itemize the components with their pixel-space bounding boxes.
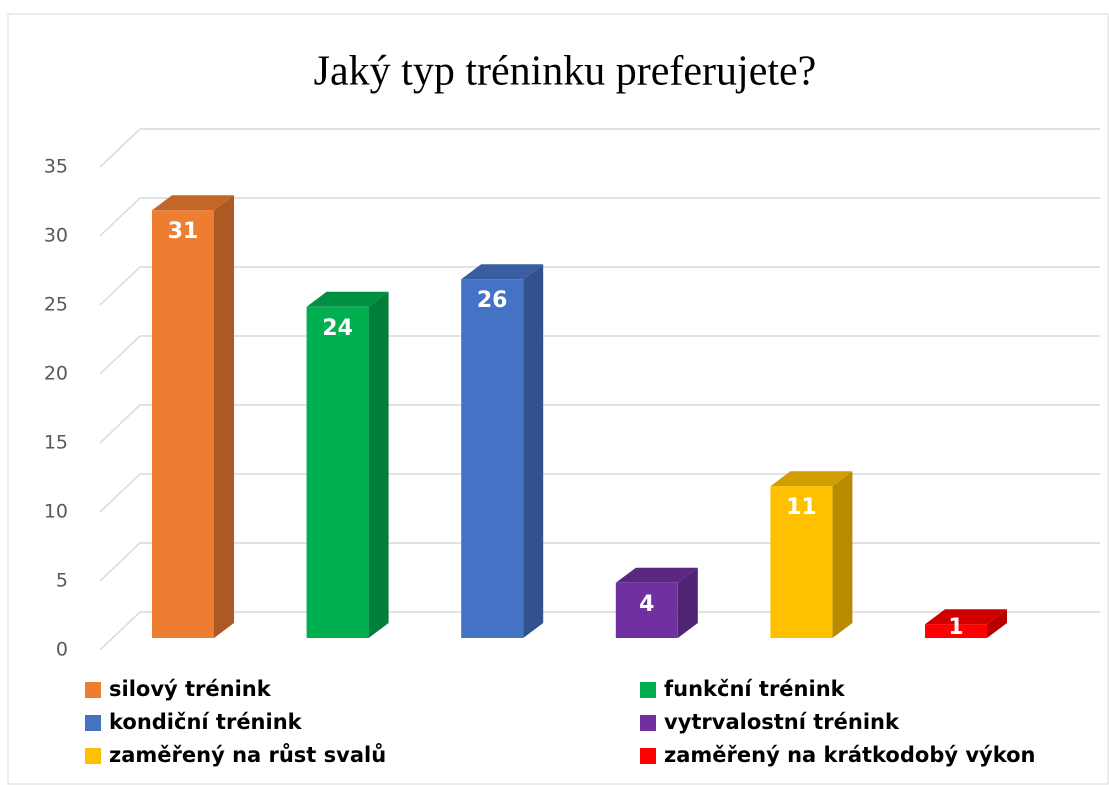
legend-label: zaměřený na krátkodobý výkon [664, 743, 1036, 767]
y-tick-label: 20 [44, 363, 68, 385]
bar-side [987, 609, 1007, 638]
y-tick-label: 30 [44, 225, 68, 247]
legend-label: vytrvalostní trénink [664, 710, 900, 734]
grid-line [99, 128, 1100, 168]
bar-top [925, 609, 1007, 625]
grid-line [99, 197, 1100, 237]
bar-side [677, 567, 698, 638]
bar-side [832, 471, 853, 638]
bar-top [770, 471, 853, 487]
grid-line [99, 473, 1100, 513]
legend-swatch [640, 748, 656, 764]
bar-side [368, 291, 389, 638]
bar-top [152, 195, 234, 211]
data-label: 1 [948, 615, 963, 640]
legend-label: silový trénink [109, 677, 272, 701]
bar [770, 486, 833, 638]
bar [925, 624, 987, 638]
legend-swatch [85, 748, 101, 764]
legend-label: kondiční trénink [109, 710, 303, 734]
bar-top [461, 264, 544, 280]
y-tick-label: 0 [56, 639, 68, 661]
legend-label: zaměřený na růst svalů [109, 743, 386, 767]
y-tick-label: 25 [44, 294, 68, 316]
y-tick-label: 35 [44, 156, 68, 178]
bar [461, 279, 524, 638]
y-tick-label: 5 [56, 570, 68, 592]
grid-line [99, 404, 1100, 444]
data-label: 4 [639, 592, 654, 617]
bar [152, 210, 214, 638]
data-label: 26 [477, 288, 508, 313]
bar-side [214, 195, 234, 638]
data-label: 31 [168, 219, 199, 244]
y-tick-label: 15 [44, 432, 68, 454]
data-label: 11 [786, 495, 817, 520]
grid-line [99, 266, 1100, 306]
bar-top [615, 567, 698, 583]
legend-swatch [640, 682, 656, 698]
chart-title: Jaký typ tréninku preferujete? [314, 49, 817, 95]
data-label: 24 [322, 316, 353, 341]
legend-swatch [640, 715, 656, 731]
y-tick-label: 10 [44, 501, 68, 523]
grid-line [99, 335, 1100, 375]
legend-label: funkční trénink [664, 677, 846, 701]
bar-top [306, 291, 389, 307]
legend-swatch [85, 682, 101, 698]
bar [306, 306, 369, 638]
bar [615, 582, 678, 638]
bar-side [523, 264, 544, 638]
legend-swatch [85, 715, 101, 731]
